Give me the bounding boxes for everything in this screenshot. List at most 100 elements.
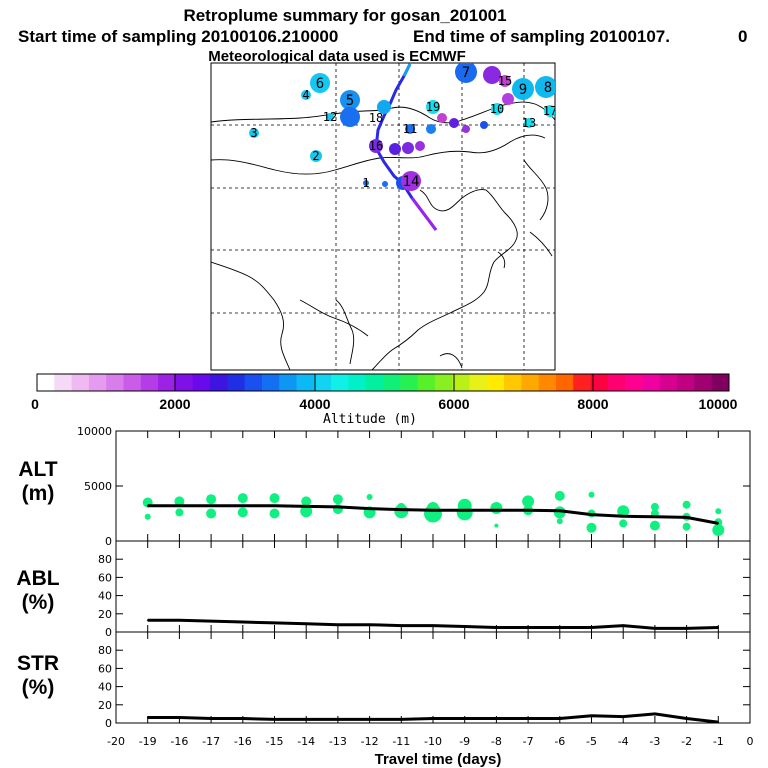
alt-scatter-point xyxy=(682,522,691,531)
colorbar-swatch xyxy=(227,374,246,391)
series-point xyxy=(273,622,276,624)
str-label: STR xyxy=(17,652,59,675)
map-label: 10 xyxy=(490,102,504,116)
map-label: 15 xyxy=(498,74,512,88)
alt-scatter-point xyxy=(269,493,280,504)
x-tick-label: -3 xyxy=(649,735,660,748)
y-tick-label: 0 xyxy=(105,535,112,548)
x-tick-label: -4 xyxy=(618,735,629,748)
colorbar-swatch xyxy=(296,374,315,391)
colorbar-swatch xyxy=(677,374,695,391)
alt-scatter-point xyxy=(682,500,691,509)
alt-scatter-point xyxy=(650,502,659,511)
series-point xyxy=(590,513,593,516)
x-tick-label: -10 xyxy=(424,735,442,748)
map-marker xyxy=(544,105,555,117)
y-tick-label: 0 xyxy=(105,626,112,639)
series-point xyxy=(273,505,276,507)
map-label: 16 xyxy=(369,139,383,153)
series-point xyxy=(559,717,561,720)
series-point xyxy=(273,718,276,721)
series-point xyxy=(242,505,244,507)
map-marker xyxy=(502,93,514,105)
colorbar-swatch xyxy=(54,374,73,391)
end-time-label: End time of sampling 20100107. xyxy=(413,27,670,46)
map-label: 14 xyxy=(403,174,420,190)
colorbar-swatch xyxy=(123,374,142,391)
map-label: 13 xyxy=(522,116,536,130)
series-point xyxy=(400,624,403,627)
colorbar-swatch xyxy=(244,374,263,391)
series-point xyxy=(654,516,656,518)
map-label: 4 xyxy=(302,88,309,102)
map-label: 12 xyxy=(323,110,337,124)
plume-track-end xyxy=(410,197,438,231)
colorbar-tick: 0 xyxy=(31,396,39,412)
x-tick-label: -7 xyxy=(523,735,534,748)
map-content: 1 2 3 4 5 6 7 8 9 10 11 12 13 14 15 16 1… xyxy=(211,63,555,370)
series-point xyxy=(622,715,624,718)
series-point xyxy=(178,716,181,719)
colorbar-swatch xyxy=(37,374,55,391)
series-point xyxy=(432,509,434,512)
alt-scatter-point xyxy=(300,505,313,518)
x-tick-label: -20 xyxy=(107,735,125,748)
x-tick-label: -15 xyxy=(266,735,284,748)
x-tick-label: -9 xyxy=(459,735,470,748)
alt-scatter-point xyxy=(237,507,248,518)
alt-scatter-point xyxy=(715,508,722,515)
map-marker xyxy=(462,125,470,133)
alt-scatter-point xyxy=(237,493,248,504)
abl-unit: (%) xyxy=(22,591,55,614)
map-marker xyxy=(369,139,383,153)
series-point xyxy=(717,522,720,525)
map-label: 5 xyxy=(346,93,354,109)
map-marker xyxy=(310,73,330,93)
series-point xyxy=(337,718,339,721)
x-tick-label: -2 xyxy=(681,735,692,748)
series-point xyxy=(242,621,244,623)
y-tick-label: 5000 xyxy=(84,480,112,493)
colorbar-swatch xyxy=(210,374,228,391)
series-point xyxy=(337,623,339,626)
map-label: 2 xyxy=(312,149,319,163)
map-marker xyxy=(405,124,415,134)
x-tick-label: 0 xyxy=(747,735,754,748)
colorbar-swatch xyxy=(486,374,505,391)
series-point xyxy=(305,505,308,508)
series-point xyxy=(495,717,498,720)
alt-panel: 0 5000 10000 xyxy=(77,425,751,548)
alt-scatter-point xyxy=(332,494,343,505)
colorbar-swatch xyxy=(88,374,107,391)
map-marker xyxy=(389,143,401,155)
map-marker xyxy=(491,103,503,115)
series-point xyxy=(527,626,529,629)
colorbar-swatch xyxy=(711,374,730,391)
map-marker xyxy=(377,100,391,114)
colorbar-swatch xyxy=(625,374,643,391)
series-point xyxy=(146,716,149,719)
alt-scatter-point xyxy=(588,491,595,498)
colorbar-swatch xyxy=(538,374,557,391)
y-tick-label: 40 xyxy=(98,590,112,603)
map-marker xyxy=(340,90,360,110)
series-point xyxy=(463,625,466,628)
x-tick-label: -19 xyxy=(139,735,157,748)
series-point xyxy=(305,718,308,721)
y-tick-label: 80 xyxy=(98,553,112,566)
map-label: 8 xyxy=(544,80,552,96)
series-point xyxy=(685,516,688,519)
map-marker xyxy=(402,142,414,154)
series-point xyxy=(368,718,371,721)
series-point xyxy=(368,507,371,510)
alt-scatter-point xyxy=(494,523,499,528)
colorbar-swatch xyxy=(192,374,211,391)
colorbar-tick: 8000 xyxy=(577,396,608,412)
map-label: 18 xyxy=(369,111,383,125)
alt-unit: (m) xyxy=(22,482,55,505)
map-marker xyxy=(301,90,311,100)
series-point xyxy=(685,627,688,630)
x-tick-label: -1 xyxy=(713,735,724,748)
